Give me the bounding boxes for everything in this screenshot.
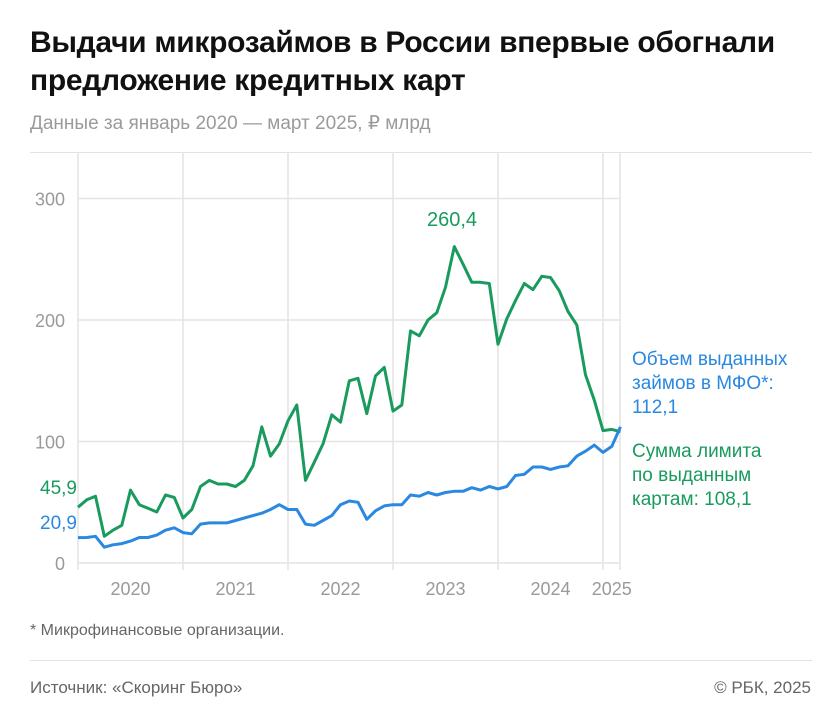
series-label-mfo: Объем выданных займов в МФО*: 112,1 <box>632 348 787 420</box>
y-tick-label: 100 <box>35 433 65 453</box>
series-label-cards: Сумма лимита по выданным картам: 108,1 <box>632 440 761 512</box>
footnote: * Микрофинансовые организации. <box>30 622 285 639</box>
series-label-line: Сумма лимита <box>632 441 762 462</box>
x-tick-label: 2021 <box>215 579 255 599</box>
series-label-line: Объем выданных <box>632 349 788 370</box>
page-title: Выдачи микрозаймов в России впервые обог… <box>30 26 775 97</box>
series-label-line: картам: 108,1 <box>632 489 752 510</box>
series-line-1 <box>77 426 622 549</box>
x-tick-label: 2023 <box>425 579 465 599</box>
subtitle: Данные за январь 2020 — март 2025, ₽ млр… <box>30 113 431 134</box>
x-tick-label: 2024 <box>530 579 570 599</box>
series-label-line: по выданным <box>632 465 752 486</box>
peak-annotation: 260,4 <box>427 209 477 231</box>
y-tick-label: 0 <box>55 554 65 574</box>
line-chart: 0 100 200 300 2020 2021 2022 2023 2024 2025 260,4 4… <box>35 152 632 599</box>
source: Источник: «Скоринг Бюро» <box>30 678 243 697</box>
series-line-0 <box>77 245 621 538</box>
x-tick-label: 2025 <box>592 579 632 599</box>
series-label-line: 112,1 <box>632 397 679 418</box>
start-annotation-cards: 45,9 <box>40 478 77 499</box>
x-tick-label: 2020 <box>110 579 150 599</box>
divider <box>30 152 812 153</box>
divider <box>30 660 812 661</box>
start-annotation-mfo: 20,9 <box>40 513 77 534</box>
series-label-line: займов в МФО*: <box>632 373 774 394</box>
y-tick-label: 200 <box>35 311 65 331</box>
x-tick-label: 2022 <box>320 579 360 599</box>
copyright: © РБК, 2025 <box>714 678 811 697</box>
y-tick-label: 300 <box>35 190 65 210</box>
